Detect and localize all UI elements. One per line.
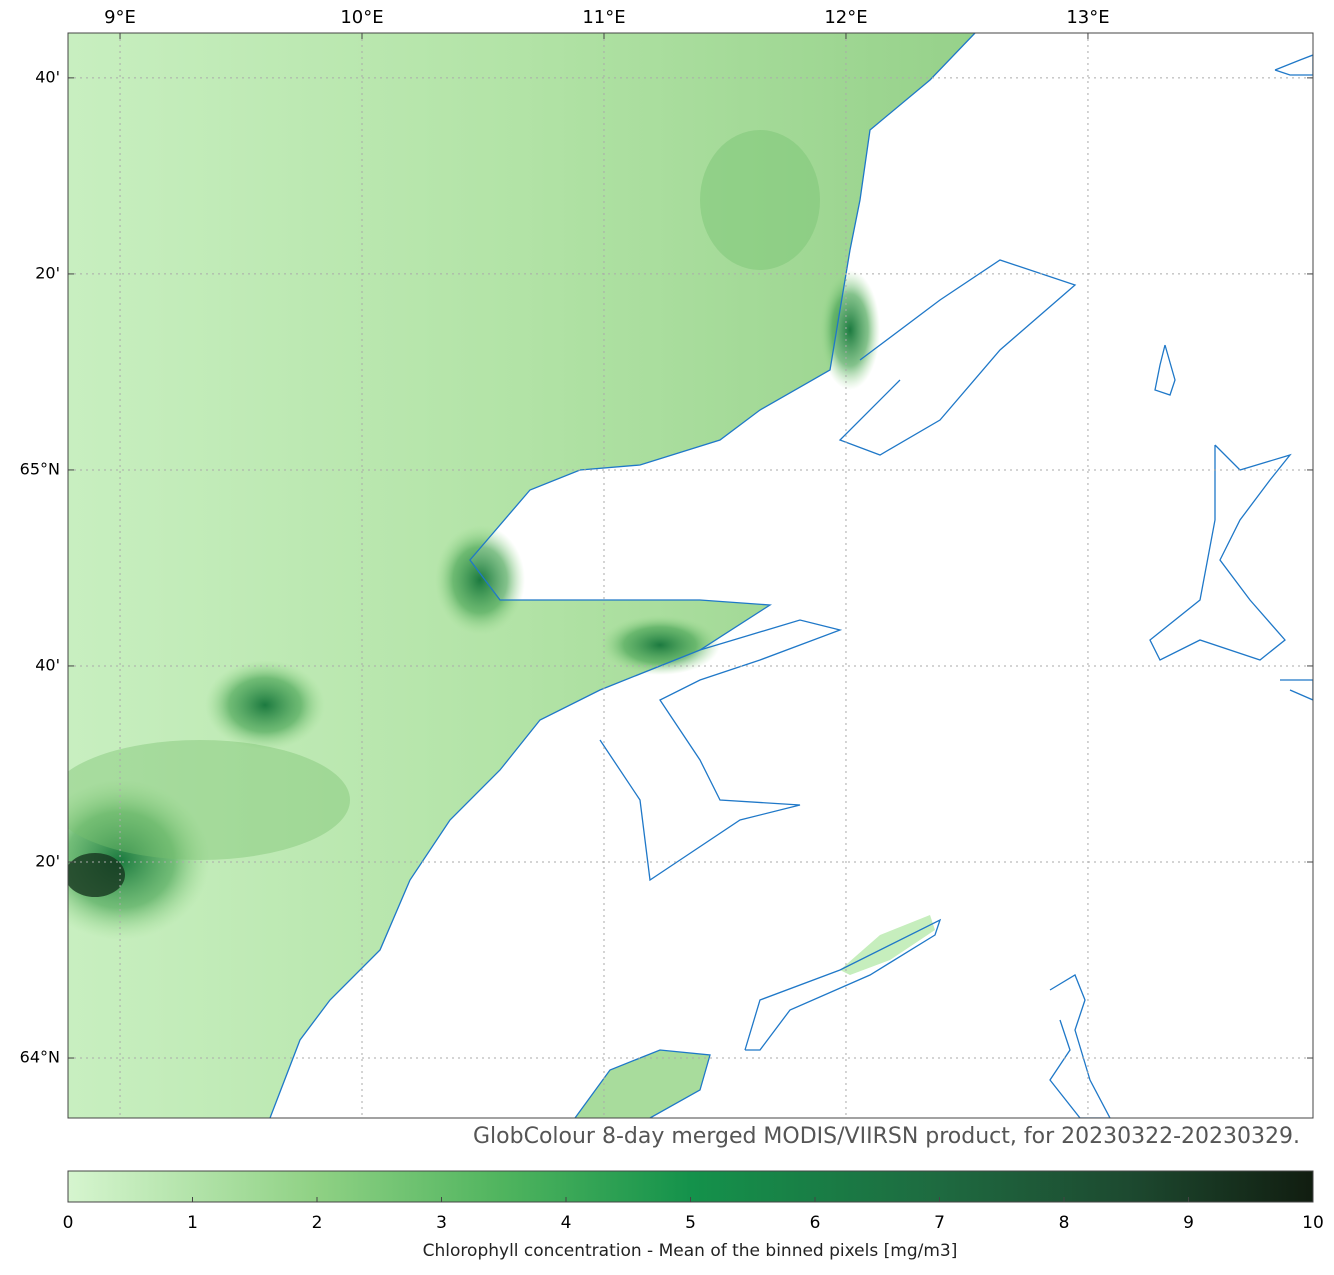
lon-tick-label: 9°E [104,7,136,28]
lake-outline [1274,54,1313,76]
bloom [68,740,350,860]
coastline [599,619,843,882]
coastline [744,918,942,1051]
colorbar-tick-label: 9 [1183,1213,1194,1233]
chlorophyll-raster [68,33,1313,1118]
colorbar-tick-label: 4 [561,1213,572,1233]
bloom [820,270,880,390]
coastline [838,259,1077,456]
bloom [68,853,125,897]
bloom [600,615,720,675]
lat-tick-label: 40' [35,655,60,674]
sea-area [840,915,935,975]
graticule [68,33,1313,1118]
colorbar-label: Chlorophyll concentration - Mean of the … [423,1241,958,1261]
bloom [435,525,525,635]
lake-outline [1154,344,1176,396]
bloom [205,660,325,750]
colorbar-tick-label: 1 [187,1213,198,1233]
lat-tick-label: 20' [35,852,60,871]
colorbar-tick-label: 3 [436,1213,447,1233]
bloom [68,780,210,940]
sea-area [68,33,975,1118]
sea-area [575,1050,710,1118]
lake-outline [1049,974,1111,1118]
colorbar-tick-label: 7 [934,1213,945,1233]
lake-outline [1149,444,1292,661]
colorbar-tick-label: 0 [63,1213,74,1233]
colorbar-tick-label: 8 [1059,1213,1070,1233]
lake-outline [1280,679,1313,701]
colorbar-tick-label: 2 [312,1213,323,1233]
coastline [269,33,976,1118]
map-frame [67,32,1314,1119]
lat-tick-label: 40' [35,67,60,86]
lat-tick-label: 64°N [20,1048,60,1067]
lat-tick-label: 20' [35,263,60,282]
colorbar-tick-label: 10 [1302,1213,1324,1233]
lon-tick-label: 13°E [1066,7,1109,28]
colorbar-tick-label: 6 [810,1213,821,1233]
lon-tick-label: 12°E [824,7,867,28]
lon-tick-label: 10°E [340,7,383,28]
lon-tick-label: 11°E [582,7,625,28]
colorbar-tick-label: 5 [685,1213,696,1233]
bloom [700,130,820,270]
caption: GlobColour 8-day merged MODIS/VIIRSN pro… [473,1124,1300,1149]
lat-tick-label: 65°N [20,459,60,478]
